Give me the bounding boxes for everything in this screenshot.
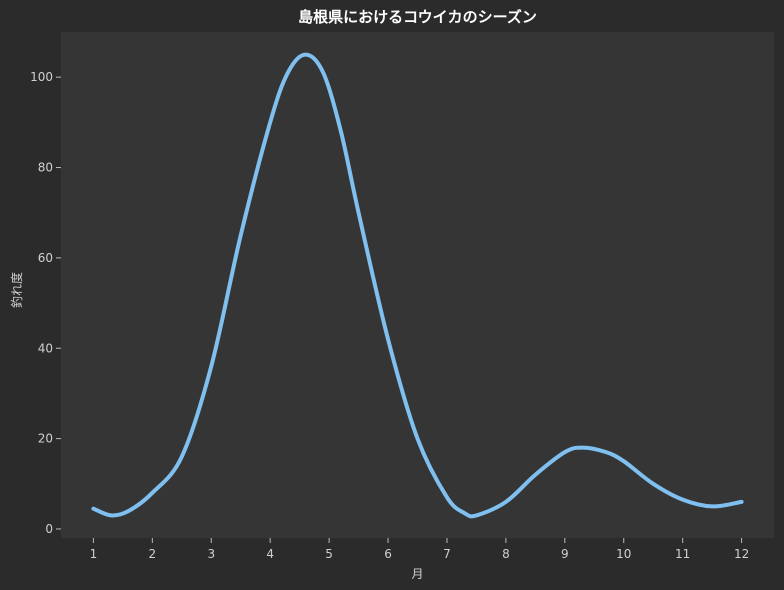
series-line [91,52,744,519]
x-tick-label: 7 [443,547,451,561]
x-tick-label: 10 [616,547,631,561]
y-tick-label: 20 [38,432,53,446]
y-axis-title: 釣れ度 [9,272,24,308]
plot-area [61,32,774,538]
x-tick-label: 2 [149,547,157,561]
x-tick-label: 9 [561,547,569,561]
series-layer [91,52,744,519]
y-tick-label: 80 [38,161,53,175]
x-tick-label: 6 [384,547,392,561]
x-tick-label: 5 [325,547,333,561]
y-tick-label: 40 [38,341,53,355]
x-tick-label: 1 [90,547,98,561]
x-tick-label: 12 [734,547,749,561]
y-tick-label: 100 [30,70,53,84]
x-axis-title: 月 [411,567,423,581]
y-tick-label: 0 [45,522,53,536]
x-tick-label: 4 [266,547,274,561]
x-tick-label: 8 [502,547,510,561]
x-tick-label: 11 [675,547,690,561]
chart-title: 島根県におけるコウイカのシーズン [298,8,537,26]
y-tick-label: 60 [38,251,53,265]
x-tick-label: 3 [207,547,215,561]
